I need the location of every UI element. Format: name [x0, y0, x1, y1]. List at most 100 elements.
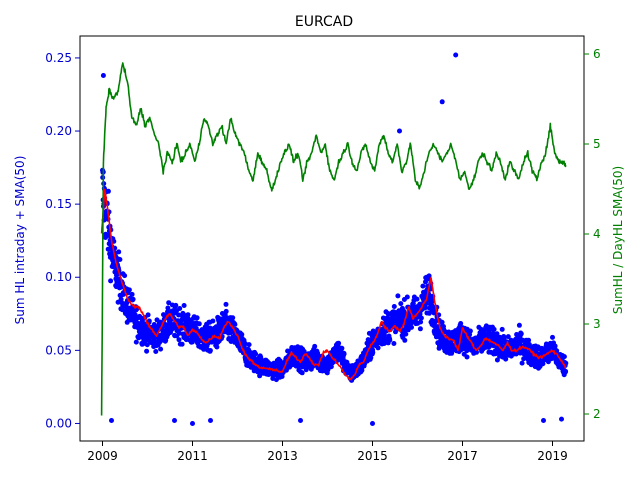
plot-frame — [79, 35, 585, 442]
scatter-point — [494, 331, 500, 337]
sma-line — [100, 188, 567, 381]
x-tick-label: 2011 — [177, 449, 208, 463]
scatter-point — [426, 273, 432, 279]
scatter-point — [108, 278, 114, 284]
scatter-point — [359, 367, 365, 373]
right-y-tick-label: 3 — [593, 317, 601, 331]
scatter-point — [207, 348, 213, 353]
scatter-point — [368, 355, 374, 361]
scatter-point — [393, 329, 398, 335]
scatter-point — [561, 354, 567, 360]
scatter-point — [391, 341, 397, 346]
scatter-point — [499, 326, 505, 332]
scatter-point — [550, 334, 555, 340]
scatter-point — [158, 346, 164, 352]
left-y-tick-label: 0.10 — [45, 270, 72, 284]
left-y-tick-label: 0.05 — [45, 343, 72, 357]
scatter-point — [179, 341, 185, 347]
scatter-point — [458, 321, 464, 326]
scatter-point — [181, 303, 187, 308]
scatter-point — [257, 373, 263, 379]
scatter-point — [474, 349, 479, 355]
scatter-point — [339, 345, 345, 351]
scatter-outlier-point — [100, 73, 106, 78]
scatter-point — [404, 294, 410, 300]
scatter-point — [176, 312, 182, 318]
scatter-point — [414, 296, 420, 302]
left-y-tick-label: 0.25 — [45, 51, 72, 65]
right-y-tick-label: 5 — [593, 137, 601, 151]
plot-area — [100, 52, 569, 426]
scatter-outlier-point — [109, 418, 114, 423]
scatter-point — [145, 312, 151, 318]
scatter-point — [391, 304, 397, 309]
scatter-point — [491, 326, 497, 332]
scatter-point — [398, 301, 404, 307]
x-tick-label: 2017 — [447, 449, 478, 463]
scatter-outlier-point — [439, 99, 445, 105]
scatter-point — [505, 334, 511, 340]
plot-content — [100, 52, 569, 426]
scatter-point — [518, 331, 524, 337]
scatter-point — [177, 306, 183, 311]
scatter-outlier-point — [559, 416, 564, 422]
scatter-point — [312, 343, 318, 349]
scatter-outlier-point — [190, 421, 195, 426]
axes: 2009 2011 2013 2015 2017 2019 0.00 0.05 0.10 0.15… — [45, 35, 601, 463]
scatter-point — [381, 341, 387, 346]
scatter-outlier-point — [298, 418, 303, 423]
right-y-tick-label: 2 — [593, 407, 601, 421]
ratio-line — [100, 62, 567, 416]
scatter-point — [552, 343, 558, 349]
scatter-point — [513, 351, 519, 357]
scatter-point — [494, 357, 500, 363]
x-tick-label: 2015 — [357, 449, 388, 463]
scatter-outlier-point — [208, 418, 213, 423]
scatter-outlier-point — [397, 128, 402, 134]
scatter-point — [516, 322, 522, 328]
right-y-tick-label: 4 — [593, 227, 601, 241]
scatter-point — [423, 279, 428, 285]
scatter-point — [176, 337, 182, 343]
scatter-point — [253, 351, 259, 357]
scatter-point — [210, 318, 216, 324]
scatter-point — [214, 344, 220, 350]
scatter-point — [418, 319, 424, 325]
scatter-point — [133, 339, 139, 345]
left-axis-label: Sum HL intraday + SMA(50) — [13, 156, 27, 325]
scatter-point — [185, 312, 191, 318]
scatter-point — [122, 273, 128, 279]
scatter-point — [126, 287, 132, 293]
scatter-point — [173, 302, 179, 308]
scatter-outlier-point — [370, 421, 375, 426]
scatter-point — [153, 349, 159, 354]
scatter-point — [246, 342, 252, 348]
scatter-point — [116, 249, 122, 255]
scatter-point — [223, 308, 229, 314]
scatter-point — [395, 293, 401, 299]
scatter-outlier-point — [453, 52, 459, 58]
scatter-outlier-point — [172, 418, 177, 423]
scatter-point — [418, 315, 424, 321]
scatter-point — [526, 337, 532, 343]
x-tick-label: 2019 — [537, 449, 568, 463]
scatter-point — [196, 321, 202, 327]
scatter-point — [299, 370, 305, 376]
scatter-point — [144, 348, 150, 354]
scatter-point — [239, 332, 245, 337]
left-y-tick-label: 0.15 — [45, 197, 72, 211]
chart-title: EURCAD — [295, 14, 353, 30]
scatter-point — [402, 337, 408, 343]
scatter-point — [130, 296, 136, 302]
scatter-outlier-point — [541, 418, 546, 423]
scatter-point — [409, 324, 414, 330]
scatter-point — [370, 349, 376, 355]
scatter-point — [467, 328, 473, 334]
scatter-point — [117, 257, 123, 262]
scatter-point — [336, 340, 342, 346]
scatter-point — [439, 319, 445, 325]
x-tick-label: 2013 — [267, 449, 298, 463]
scatter-point — [540, 361, 546, 367]
